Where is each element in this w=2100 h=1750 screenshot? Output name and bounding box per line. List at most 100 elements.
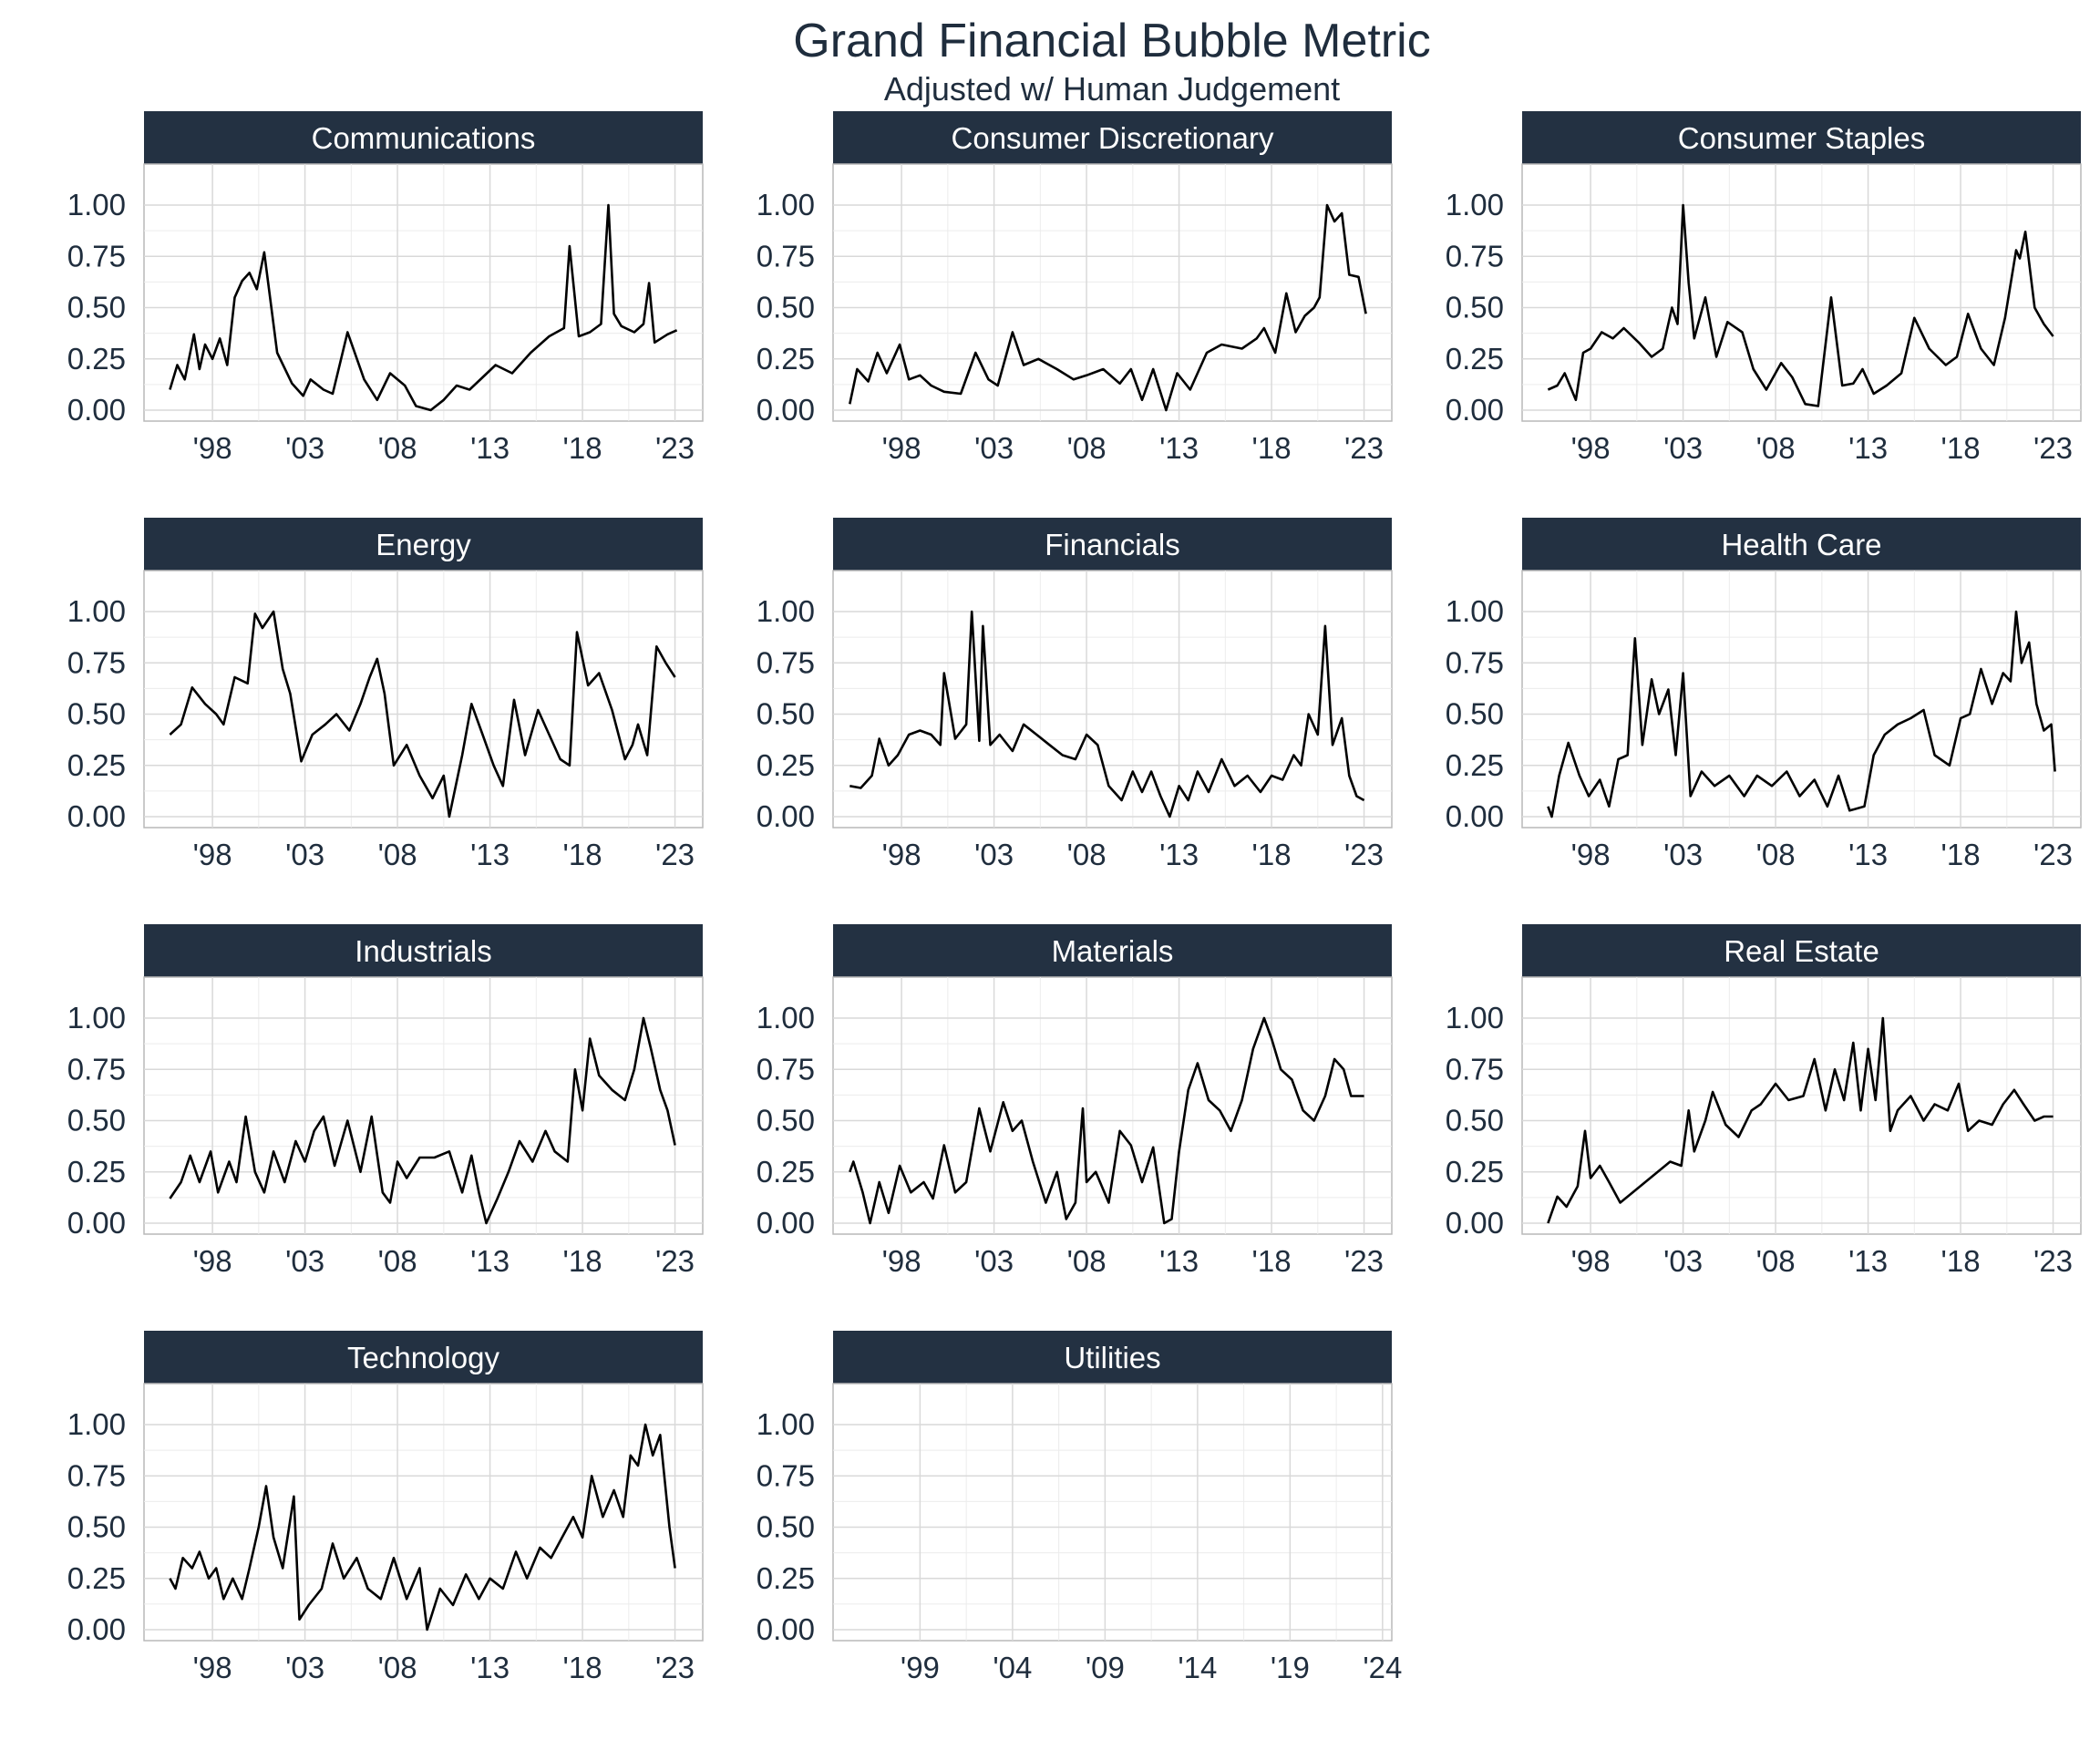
plot-area — [1521, 163, 2082, 422]
panel-strip — [144, 924, 703, 977]
series-line-real-estate — [1547, 1016, 2054, 1224]
y-tick-label: 0.75 — [757, 239, 815, 273]
panel-industrials: Industrials 0.00 0.25 0.50 0.75 1.00 '98 '03 '08… — [67, 924, 704, 1278]
panel-materials: Materials 0.00 0.25 0.50 0.75 1.00 '98 '03 '08 '1… — [757, 924, 1393, 1278]
x-tick-label: '99 — [901, 1651, 940, 1684]
x-tick-label: '18 — [1941, 838, 1981, 871]
panel-strip — [1522, 111, 2081, 164]
x-tick-label: '03 — [974, 1244, 1014, 1278]
facet-panels: Communications 0.00 0.25 0.50 0.75 1.00 '98 '03… — [67, 111, 2082, 1684]
panel-title: Industrials — [355, 934, 491, 968]
panel-real-estate: Real Estate 0.00 0.25 0.50 0.75 1.00 '98 '03 '08… — [1446, 924, 2082, 1278]
panel-technology: Technology 0.00 0.25 0.50 0.75 1.00 '98 '03 '08 '… — [67, 1331, 704, 1684]
x-tick-label: '13 — [1848, 431, 1888, 465]
panel-strip — [833, 518, 1392, 571]
x-tick-label: '18 — [1252, 431, 1292, 465]
x-tick-label: '03 — [974, 431, 1014, 465]
x-tick-label: '98 — [1571, 1244, 1611, 1278]
x-tick-label: '18 — [563, 431, 602, 465]
x-tick-label: '13 — [1159, 838, 1199, 871]
y-tick-label: 0.50 — [67, 697, 126, 731]
x-tick-label: '18 — [563, 1244, 602, 1278]
x-tick-label: '08 — [1756, 1244, 1796, 1278]
panel-communications: Communications 0.00 0.25 0.50 0.75 1.00 '98 '03… — [67, 111, 704, 465]
x-tick-label: '08 — [378, 838, 417, 871]
y-tick-label: 0.25 — [67, 748, 126, 782]
x-tick-label: '18 — [1941, 431, 1981, 465]
x-tick-label: '14 — [1178, 1651, 1217, 1684]
plot-area — [832, 163, 1393, 422]
y-tick-label: 0.75 — [67, 239, 126, 273]
panel-title: Communications — [312, 121, 536, 155]
y-tick-label: 0.00 — [67, 799, 126, 833]
x-tick-label: '08 — [1067, 1244, 1107, 1278]
y-tick-label: 0.75 — [1446, 239, 1504, 273]
x-tick-label: '23 — [1344, 1244, 1384, 1278]
x-tick-label: '08 — [378, 1651, 417, 1684]
series-line-communications — [169, 203, 678, 412]
series-line-financials — [849, 610, 1365, 818]
x-tick-label: '23 — [655, 1651, 695, 1684]
y-tick-label: 0.50 — [757, 697, 815, 731]
x-tick-label: '03 — [1663, 1244, 1703, 1278]
y-tick-label: 0.50 — [1446, 291, 1504, 324]
panel-strip — [1522, 518, 2081, 571]
y-tick-label: 0.75 — [67, 1052, 126, 1086]
y-tick-label: 0.00 — [757, 799, 815, 833]
panel-consumer-staples: Consumer Staples 0.00 0.25 0.50 0.75 1.00 '98 '… — [1446, 111, 2082, 465]
y-tick-label: 0.50 — [1446, 1104, 1504, 1138]
y-tick-label: 0.25 — [1446, 1155, 1504, 1189]
y-tick-label: 0.75 — [67, 645, 126, 679]
y-tick-label: 0.75 — [757, 645, 815, 679]
y-tick-label: 0.75 — [757, 1052, 815, 1086]
panel-consumer-discretionary: Consumer Discretionary 0.00 0.25 0.50 0.75 1.… — [757, 111, 1393, 465]
x-tick-label: '08 — [1756, 431, 1796, 465]
x-tick-label: '13 — [1848, 838, 1888, 871]
y-tick-label: 0.50 — [757, 1510, 815, 1544]
x-tick-label: '18 — [1941, 1244, 1981, 1278]
series-line-health-care — [1547, 610, 2056, 818]
x-tick-label: '98 — [193, 838, 232, 871]
y-tick-label: 0.25 — [757, 342, 815, 376]
y-tick-label: 1.00 — [757, 1001, 815, 1035]
y-tick-label: 0.50 — [1446, 697, 1504, 731]
x-tick-label: '98 — [1571, 838, 1611, 871]
x-tick-label: '08 — [1067, 431, 1107, 465]
panel-energy: Energy 0.00 0.25 0.50 0.75 1.00 '98 '03 '08 '13 '1… — [67, 518, 704, 871]
x-tick-label: '23 — [1344, 838, 1384, 871]
x-tick-label: '08 — [1756, 838, 1796, 871]
x-tick-label: '23 — [2033, 1244, 2073, 1278]
y-tick-label: 0.25 — [67, 1561, 126, 1595]
series-line-industrials — [169, 1016, 676, 1225]
x-tick-label: '18 — [563, 1651, 602, 1684]
series-line-materials — [849, 1016, 1364, 1225]
y-tick-label: 0.25 — [1446, 748, 1504, 782]
panel-title: Consumer Discretionary — [952, 121, 1274, 155]
panel-strip — [144, 111, 703, 164]
x-tick-label: '13 — [470, 1651, 510, 1684]
y-tick-label: 0.75 — [757, 1458, 815, 1492]
panel-health-care: Health Care 0.00 0.25 0.50 0.75 1.00 '98 '03 '08… — [1446, 518, 2082, 871]
y-tick-label: 0.00 — [67, 1612, 126, 1646]
panel-strip — [144, 518, 703, 571]
panel-strip — [833, 1331, 1392, 1384]
y-tick-label: 0.00 — [757, 393, 815, 427]
x-tick-label: '13 — [1848, 1244, 1888, 1278]
x-tick-label: '98 — [882, 838, 921, 871]
y-tick-label: 0.50 — [67, 1510, 126, 1544]
panel-strip — [1522, 924, 2081, 977]
x-tick-label: '03 — [974, 838, 1014, 871]
x-tick-label: '23 — [655, 1244, 695, 1278]
x-tick-label: '18 — [1252, 1244, 1292, 1278]
x-tick-label: '13 — [470, 838, 510, 871]
series-line-energy — [169, 610, 676, 818]
panel-strip — [833, 111, 1392, 164]
y-tick-label: 1.00 — [757, 1407, 815, 1441]
panel-financials: Financials 0.00 0.25 0.50 0.75 1.00 '98 '03 '08 '… — [757, 518, 1393, 871]
panel-title: Energy — [376, 528, 471, 561]
y-tick-label: 0.25 — [67, 342, 126, 376]
y-tick-label: 0.00 — [757, 1612, 815, 1646]
series-line-technology — [169, 1423, 676, 1632]
x-tick-label: '23 — [1344, 431, 1384, 465]
